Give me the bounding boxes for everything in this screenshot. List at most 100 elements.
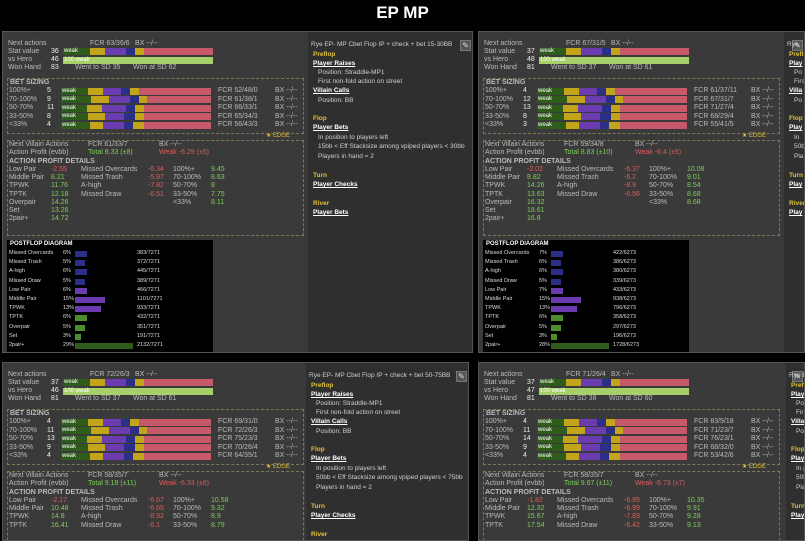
filter-player-checks[interactable]: Player Checks — [311, 512, 356, 519]
diagram-count: 196/6273 — [613, 332, 636, 339]
bar-segment — [577, 435, 602, 443]
won-hand-label: Won Hand — [8, 395, 41, 402]
bar-segment — [565, 452, 579, 460]
filter-inpos: In position to players left — [316, 465, 387, 472]
bar-segment — [619, 444, 687, 452]
filter-player-bets[interactable]: Play — [791, 455, 805, 462]
size-count: 5 — [47, 87, 51, 94]
filter-player-bets2[interactable]: Play — [789, 209, 803, 216]
filter-pos: Position: Straddle-MP1 — [318, 69, 385, 76]
filter-player-checks[interactable]: Play — [789, 181, 803, 188]
size-count: 3 — [523, 121, 527, 129]
bar-segment — [139, 418, 211, 426]
filter-player-bets[interactable]: Player Bets — [311, 455, 347, 462]
profit-detail-cell: Missed Trash — [557, 505, 599, 513]
profit-detail-cell: Middle Pair — [485, 174, 521, 182]
diagram-count: 386/6273 — [613, 259, 636, 266]
filter-player-raises[interactable]: Play — [791, 391, 805, 398]
bar-segment — [103, 87, 121, 95]
pin-icon[interactable]: ✎ — [456, 371, 467, 382]
stat-value-label: Stat value — [484, 48, 516, 55]
filter-player-raises[interactable]: Player Raises — [313, 60, 356, 67]
vs-hero-bar: 100 weak — [539, 388, 689, 395]
diagram-label: TPTK — [9, 314, 24, 321]
weak-tag: weak — [62, 113, 77, 120]
diagram-bar — [75, 297, 105, 303]
villain-box — [7, 140, 304, 236]
diagram-label: Low Pair — [485, 286, 507, 293]
bar-segment — [564, 444, 581, 452]
page-title: EP MP — [376, 3, 429, 22]
diagram-bar — [75, 306, 101, 313]
filter-villain-calls[interactable]: Villain Calls — [313, 87, 350, 94]
pin-icon[interactable]: ✎ — [460, 40, 471, 51]
profit-detail-cell: Missed Trash — [81, 505, 123, 513]
profit-detail-cell: TPWK — [485, 513, 506, 521]
size-label: 70-100% — [485, 95, 514, 103]
bar-segment — [61, 418, 88, 426]
pin-icon[interactable]: ✎ — [792, 40, 803, 51]
stat-value: 36 — [51, 48, 59, 55]
bar-segment — [600, 444, 611, 452]
profit-detail-cell: 12.32 — [527, 505, 545, 513]
bar-segment — [581, 48, 602, 55]
filter-first: Firs — [794, 78, 805, 85]
diagram-pct: 6% — [539, 259, 547, 266]
profit-detail-cell: 16.8 — [527, 215, 541, 223]
diagram-count: 2132/7271 — [137, 342, 163, 348]
filter-player-raises[interactable]: Play — [789, 60, 803, 67]
diagram-label: Middle Pair — [485, 296, 513, 302]
size-label: <33% — [9, 121, 28, 129]
filter-player-checks[interactable]: Play — [791, 512, 805, 519]
filter-villain-calls[interactable]: Villa — [791, 418, 805, 425]
bar-segment — [124, 444, 135, 452]
filter-player-bets[interactable]: Player Bets — [313, 124, 349, 131]
diagram-bar — [75, 251, 87, 257]
profit-detail-cell: <33% — [649, 198, 668, 206]
bar-segment — [537, 418, 564, 426]
profit-detail-cell: -6.2 — [624, 174, 637, 182]
diagram-count: 466/7271 — [137, 286, 160, 293]
profit-detail-cell: 14.8 — [51, 513, 65, 521]
bar-segment — [566, 379, 581, 386]
filter-turn: Turn — [789, 172, 803, 179]
weak-tag: 100 weak — [540, 57, 566, 63]
diagram-row: Missed Overcards 7% 422/6273 — [483, 250, 689, 258]
filter-villain-calls[interactable]: Villain Calls — [311, 418, 348, 425]
diagram-count: 432/7271 — [137, 314, 160, 321]
filter-player-bets2[interactable]: Player Bets — [313, 209, 349, 216]
bet-sizing-box — [483, 78, 780, 134]
bar-segment — [619, 113, 687, 121]
villain-bx: BX --/-- — [159, 141, 182, 148]
next-actions-label: Next actions — [8, 40, 47, 47]
went-sd: Went to SD 35 — [75, 64, 121, 71]
won-sd: Won at SD 61 — [609, 64, 653, 71]
weak-tag: weak — [538, 435, 553, 442]
diagram-count: 433/6273 — [613, 286, 636, 293]
profit-detail-cell: Missed Draw — [81, 190, 122, 198]
bet-sizing-box — [7, 409, 304, 465]
diagram-row: Missed Overcards 6% 383/7271 — [7, 250, 213, 258]
filter-player-raises[interactable]: Player Raises — [311, 391, 354, 398]
diagram-label: Missed Overcards — [485, 250, 530, 256]
size-bx: BX --/-- — [275, 426, 298, 434]
size-fcr: FCR 75/23/3 — [218, 435, 258, 443]
bar-segment — [580, 113, 600, 121]
filter-flop: Flop — [791, 446, 805, 453]
pin-icon[interactable]: ✎ — [792, 371, 803, 382]
filter-bb: Position: BB — [318, 97, 354, 104]
bar-segment — [579, 418, 597, 426]
filter-player-bets[interactable]: Play — [789, 124, 803, 131]
bar-segment — [620, 48, 689, 55]
diagram-row: Set 3% 191/7271 — [7, 333, 213, 341]
diagram-bar — [75, 343, 133, 349]
profit-detail-cell: Missed Overcards — [81, 497, 138, 504]
profit-detail-cell: Middle Pair — [9, 174, 45, 182]
filter-villain-calls[interactable]: Villa — [789, 87, 803, 94]
filter-player-checks[interactable]: Player Checks — [313, 181, 358, 188]
weak-profit: Weak -6.4 (±5) — [635, 149, 682, 156]
filter-title: Rye EP- MP Cbet Flop IP + check + bet 15… — [311, 41, 453, 48]
won-hand-value: 81 — [51, 395, 59, 402]
bar-segment — [103, 452, 124, 460]
diagram-pct: 6% — [539, 314, 547, 321]
